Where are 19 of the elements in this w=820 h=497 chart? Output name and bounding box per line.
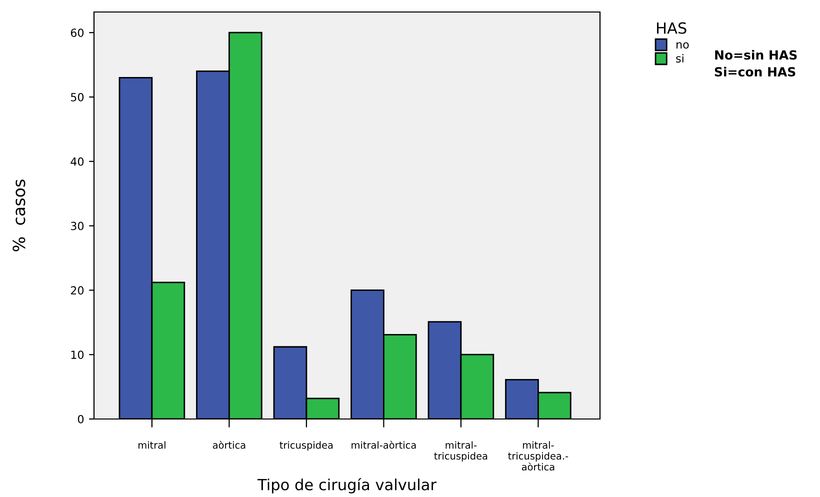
x-tick-label: mitral-aòrtica [352, 440, 416, 449]
x-axis-title: Tipo de cirugía valvular [257, 478, 436, 494]
y-tick-label: 30 [70, 222, 84, 230]
x-tick-label: mitral [138, 441, 166, 449]
y-tick-label: 20 [70, 286, 84, 295]
y-tick-label: 60 [70, 28, 84, 37]
y-tick-label: 40 [70, 157, 84, 166]
x-tick-label: mitral- tricuspidea.- aòrtica [508, 441, 568, 471]
y-tick-label: 10 [71, 350, 84, 359]
legend-label: no [676, 42, 689, 49]
x-tick-label: aòrtica [212, 440, 246, 449]
x-tick-label: tricuspidea [280, 441, 333, 451]
text: No=sin HAS Si=con HAS [714, 50, 797, 77]
legend-label: si [676, 54, 684, 63]
x-tick-label: mitral- tricuspidea [434, 441, 488, 462]
y-tick-label: 0 [78, 414, 84, 424]
y-tick-label: 50 [70, 92, 84, 102]
y-axis-title: % casos [12, 180, 26, 252]
legend-title: HAS [657, 22, 686, 34]
